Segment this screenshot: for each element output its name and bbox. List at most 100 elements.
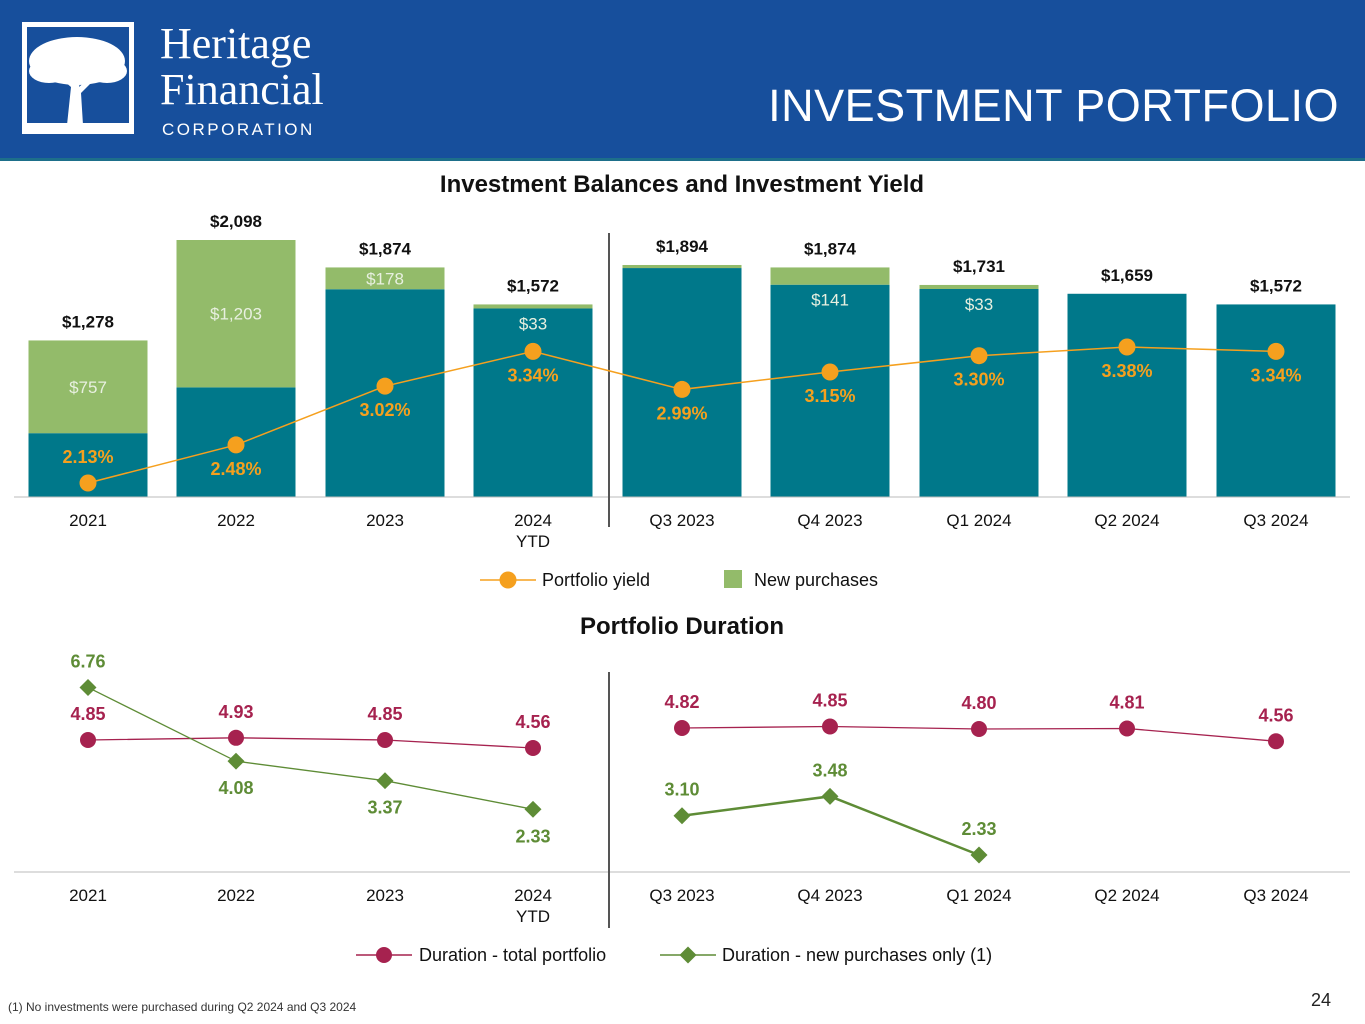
yield-point [1267,342,1285,360]
tree-logo-icon [22,22,134,134]
new-purchases-label: $1,203 [210,305,262,324]
bar-new-purchases [176,240,296,388]
new-purchases-label: $141 [811,291,849,310]
header-banner: Heritage Financial CORPORATION INVESTMEN… [0,0,1365,161]
legend-yield-label: Portfolio yield [542,570,650,590]
x-tick-label: Q3 2024 [1243,886,1308,905]
yield-point [821,363,839,381]
duration-new-line [681,795,980,857]
yield-label: 3.38% [1101,361,1152,381]
duration-total-label: 4.93 [218,702,253,722]
yield-point [79,474,97,492]
bar-balance [1216,304,1336,497]
page-title: INVESTMENT PORTFOLIO [768,80,1339,131]
bar-new-purchases [919,284,1039,289]
x-tick-label: 2022 [217,511,255,530]
legend-new-label: Duration - new purchases only (1) [722,945,992,965]
duration-new-point [376,772,394,790]
duration-new-point [673,807,691,825]
bar-balance [919,288,1039,497]
x-tick-label: Q2 2024 [1094,886,1159,905]
bar-new-purchases [28,340,148,434]
x-tick-label: Q1 2024 [946,886,1011,905]
x-tick-label: Q3 2023 [649,886,714,905]
duration-total-point [377,732,393,748]
yield-label: 3.30% [953,370,1004,390]
x-tick-label: 2021 [69,886,107,905]
duration-total-label: 4.80 [961,693,996,713]
legend-new-purchases-label: New purchases [754,570,878,590]
legend-total-label: Duration - total portfolio [419,945,606,965]
legend-total-marker-icon [376,947,392,963]
new-purchases-label: $757 [69,378,107,397]
bar-total-label: $1,572 [1250,276,1302,295]
page-number: 24 [1310,990,1331,1010]
duration-total-label: 4.82 [664,692,699,712]
yield-label: 2.13% [62,447,113,467]
bar-total-label: $1,894 [656,237,709,256]
bar-total-label: $1,731 [953,257,1005,276]
yield-label: 3.34% [1250,365,1301,385]
bar-total-label: $1,874 [359,239,412,258]
bar-new-purchases [473,304,593,309]
duration-new-label: 2.33 [961,819,996,839]
legend-new-marker-icon [679,946,697,964]
duration-new-line [87,686,534,810]
duration-total-point [971,721,987,738]
duration-total-label: 4.81 [1109,693,1144,713]
duration-new-point [227,752,245,770]
x-tick-label: Q3 2024 [1243,511,1308,530]
logo-text-financial: Financial [160,65,324,114]
bar-new-purchases [622,264,742,269]
duration-total-label: 4.85 [812,690,847,710]
x-tick-label: 2024 [514,886,552,905]
duration-new-label: 3.10 [664,780,699,800]
duration-new-label: 4.08 [218,778,253,798]
yield-label: 2.48% [210,459,261,479]
chart1-title: Investment Balances and Investment Yield [440,171,924,198]
duration-total-point [228,729,244,746]
yield-label: 2.99% [656,403,707,423]
chart2-title: Portfolio Duration [580,613,784,640]
footnote: (1) No investments were purchased during… [8,1000,357,1014]
duration-total-label: 4.56 [1258,705,1293,725]
x-tick-label: YTD [516,907,550,926]
duration-total-point [822,718,838,735]
duration-new-label: 3.48 [812,760,847,780]
bar-balance [770,284,890,497]
legend-new-purchases-swatch-icon [724,570,742,588]
new-purchases-label: $33 [965,295,993,314]
x-tick-label: Q1 2024 [946,511,1011,530]
legend-yield-marker-icon [499,571,517,589]
duration-total-point [525,739,541,756]
duration-total-point [674,720,690,736]
yield-point [227,436,245,454]
new-purchases-label: $33 [519,314,547,333]
bar-balance [1067,293,1187,497]
yield-point [1118,338,1136,356]
x-tick-label: Q4 2023 [797,511,862,530]
duration-new-point [524,800,542,818]
duration-new-label: 2.33 [515,826,550,846]
logo-text-heritage: Heritage [160,19,312,68]
duration-new-point [821,787,839,805]
bar-total-label: $1,874 [804,239,857,258]
x-tick-label: 2024 [514,511,552,530]
bar-total-label: $2,098 [210,212,262,231]
duration-total-line [87,737,534,749]
duration-new-label: 6.76 [70,651,105,671]
bar-total-label: $1,278 [62,312,114,331]
bar-total-label: $1,659 [1101,266,1153,285]
duration-total-label: 4.85 [70,704,105,724]
x-tick-label: 2023 [366,511,404,530]
x-tick-label: Q4 2023 [797,886,862,905]
new-purchases-label: $178 [366,269,404,288]
x-tick-label: 2021 [69,511,107,530]
duration-new-point [79,678,97,696]
bar-new-purchases [770,267,890,285]
yield-label: 3.02% [359,400,410,420]
x-tick-label: 2023 [366,886,404,905]
duration-new-point [970,846,988,864]
duration-total-point [1268,733,1284,750]
